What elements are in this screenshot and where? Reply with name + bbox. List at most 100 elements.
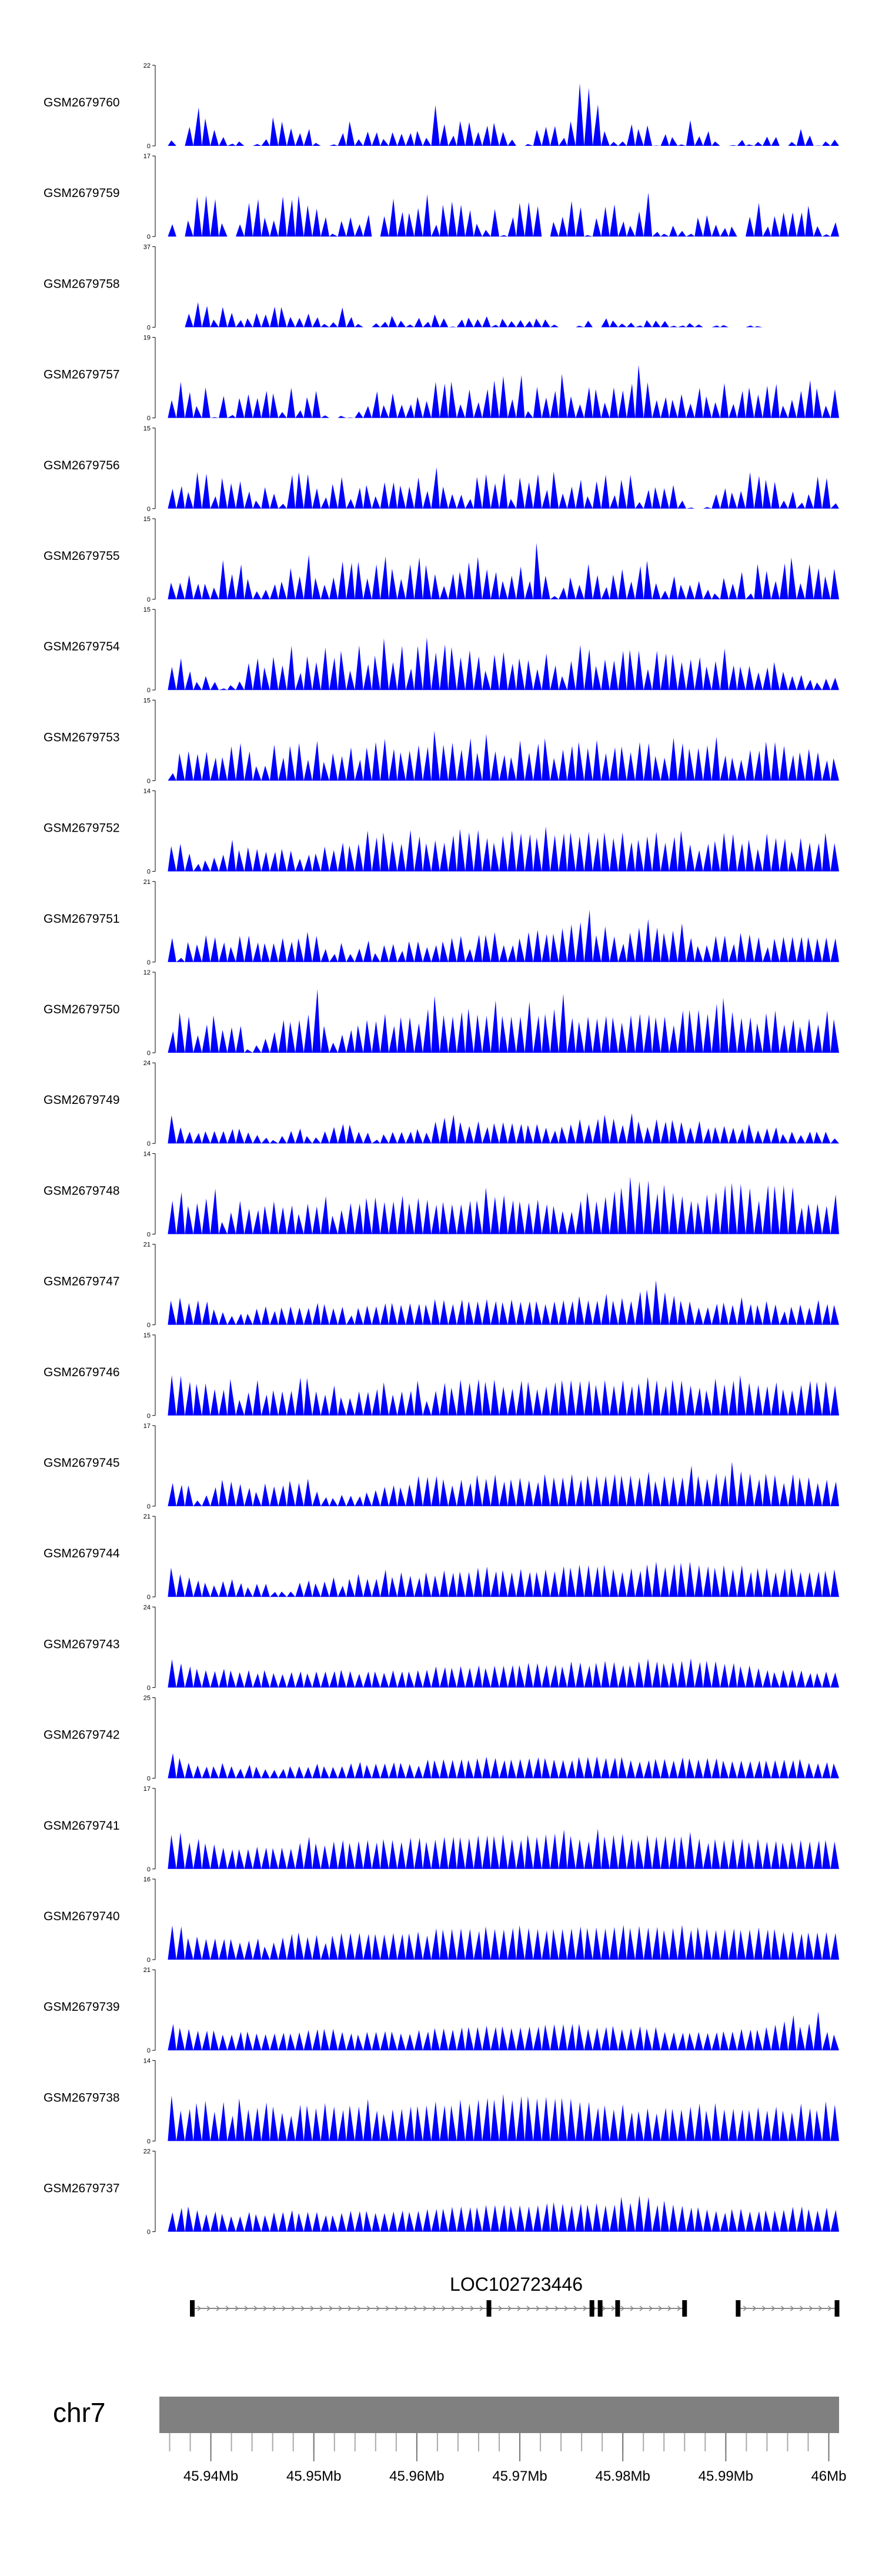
y-min-label: 0: [147, 596, 151, 603]
coverage-area-GSM2679742: [159, 1753, 839, 1778]
track-GSM2679737: GSM2679737 22 0: [44, 2148, 839, 2236]
tick-label: 45.97Mb: [492, 2468, 547, 2484]
exon-mark: [682, 2300, 687, 2317]
chromosome-ideogram-track: chr7 45.94Mb 45.95Mb 45.96Mb 45.97Mb 45.98Mb…: [53, 2397, 847, 2484]
strand-arrow: [517, 2305, 522, 2311]
track-label: GSM2679757: [44, 368, 120, 382]
coverage-area-GSM2679748: [159, 1176, 839, 1234]
y-min-label: 0: [147, 143, 151, 150]
coverage-area-GSM2679751: [159, 910, 839, 962]
track-label: GSM2679737: [44, 2182, 120, 2195]
chromosome-band: [159, 2397, 839, 2433]
track-GSM2679755: GSM2679755 15 0: [44, 516, 839, 603]
strand-arrow: [470, 2305, 475, 2311]
track-label: GSM2679754: [44, 640, 120, 653]
gene-annotation-track: LOC102723446: [190, 2274, 840, 2317]
y-max-label: 21: [143, 879, 151, 886]
strand-arrow: [395, 2305, 399, 2311]
y-min-label: 0: [147, 1413, 151, 1420]
track-label: GSM2679753: [44, 730, 120, 744]
strand-arrow: [677, 2305, 681, 2311]
track-GSM2679757: GSM2679757 19 0: [44, 335, 839, 422]
exon-mark: [615, 2300, 620, 2317]
track-label: GSM2679744: [44, 1547, 120, 1560]
coverage-area-GSM2679760: [159, 83, 839, 146]
y-min-label: 0: [147, 1050, 151, 1057]
y-max-label: 25: [143, 1695, 151, 1702]
strand-arrow: [780, 2305, 785, 2311]
coverage-area-GSM2679752: [159, 826, 839, 872]
track-GSM2679749: GSM2679749 24 0: [44, 1060, 839, 1147]
y-max-label: 24: [143, 1604, 151, 1611]
y-max-label: 21: [143, 1242, 151, 1249]
strand-arrow: [771, 2305, 776, 2311]
y-min-label: 0: [147, 233, 151, 241]
strand-arrow: [338, 2305, 343, 2311]
coverage-area-GSM2679740: [159, 1924, 839, 1960]
strand-arrow: [790, 2305, 794, 2311]
strand-arrow: [310, 2305, 315, 2311]
strand-arrow: [404, 2305, 409, 2311]
track-GSM2679742: GSM2679742 25 0: [44, 1695, 839, 1783]
strand-arrow: [413, 2305, 418, 2311]
coverage-area-GSM2679759: [159, 192, 839, 237]
y-min-label: 0: [147, 1503, 151, 1510]
strand-arrow: [225, 2305, 230, 2311]
strand-arrow: [432, 2305, 437, 2311]
track-label: GSM2679756: [44, 459, 120, 472]
strand-arrow: [376, 2305, 380, 2311]
exon-mark: [736, 2300, 741, 2317]
strand-arrow: [573, 2305, 578, 2311]
strand-arrow: [808, 2305, 813, 2311]
y-min-label: 0: [147, 1231, 151, 1238]
track-GSM2679753: GSM2679753 15 0: [44, 697, 839, 785]
y-min-label: 0: [147, 506, 151, 513]
strand-arrow: [667, 2305, 672, 2311]
strand-arrow: [630, 2305, 634, 2311]
track-label: GSM2679755: [44, 549, 120, 563]
coverage-area-GSM2679756: [159, 467, 839, 509]
y-max-label: 15: [143, 516, 151, 523]
y-min-label: 0: [147, 2138, 151, 2145]
y-min-label: 0: [147, 1140, 151, 1147]
y-min-label: 0: [147, 2229, 151, 2236]
track-label: GSM2679751: [44, 912, 120, 926]
y-min-label: 0: [147, 415, 151, 422]
coverage-area-GSM2679739: [159, 2011, 839, 2051]
coverage-area-GSM2679745: [159, 1461, 839, 1506]
y-max-label: 17: [143, 153, 151, 160]
strand-arrow: [272, 2305, 277, 2311]
y-min-label: 0: [147, 687, 151, 694]
strand-arrow: [319, 2305, 324, 2311]
y-min-label: 0: [147, 1866, 151, 1873]
strand-arrow: [611, 2305, 616, 2311]
track-label: GSM2679745: [44, 1456, 120, 1470]
y-max-label: 22: [143, 2148, 151, 2155]
strand-arrow: [526, 2305, 531, 2311]
tick-label: 46Mb: [811, 2468, 846, 2484]
strand-arrow: [253, 2305, 258, 2311]
strand-arrow: [357, 2305, 362, 2311]
coverage-area-GSM2679757: [159, 365, 839, 418]
track-label: GSM2679749: [44, 1093, 120, 1107]
strand-arrow: [348, 2305, 352, 2311]
strand-arrow: [216, 2305, 220, 2311]
coverage-area-GSM2679741: [159, 1828, 839, 1869]
y-max-label: 14: [143, 1150, 151, 1157]
y-max-label: 17: [143, 1423, 151, 1430]
strand-arrow: [602, 2305, 606, 2311]
strand-arrow: [545, 2305, 550, 2311]
track-GSM2679746: GSM2679746 15 0: [44, 1332, 839, 1420]
strand-arrow: [658, 2305, 663, 2311]
y-max-label: 21: [143, 1513, 151, 1520]
strand-arrow: [620, 2305, 625, 2311]
track-label: GSM2679758: [44, 277, 120, 291]
coverage-area-GSM2679746: [159, 1375, 839, 1416]
track-label: GSM2679740: [44, 1910, 120, 1923]
strand-arrow: [564, 2305, 569, 2311]
track-GSM2679752: GSM2679752 14 0: [44, 788, 839, 876]
strand-arrow: [460, 2305, 465, 2311]
track-GSM2679741: GSM2679741 17 0: [44, 1786, 839, 1873]
coverage-area-GSM2679758: [159, 302, 839, 328]
